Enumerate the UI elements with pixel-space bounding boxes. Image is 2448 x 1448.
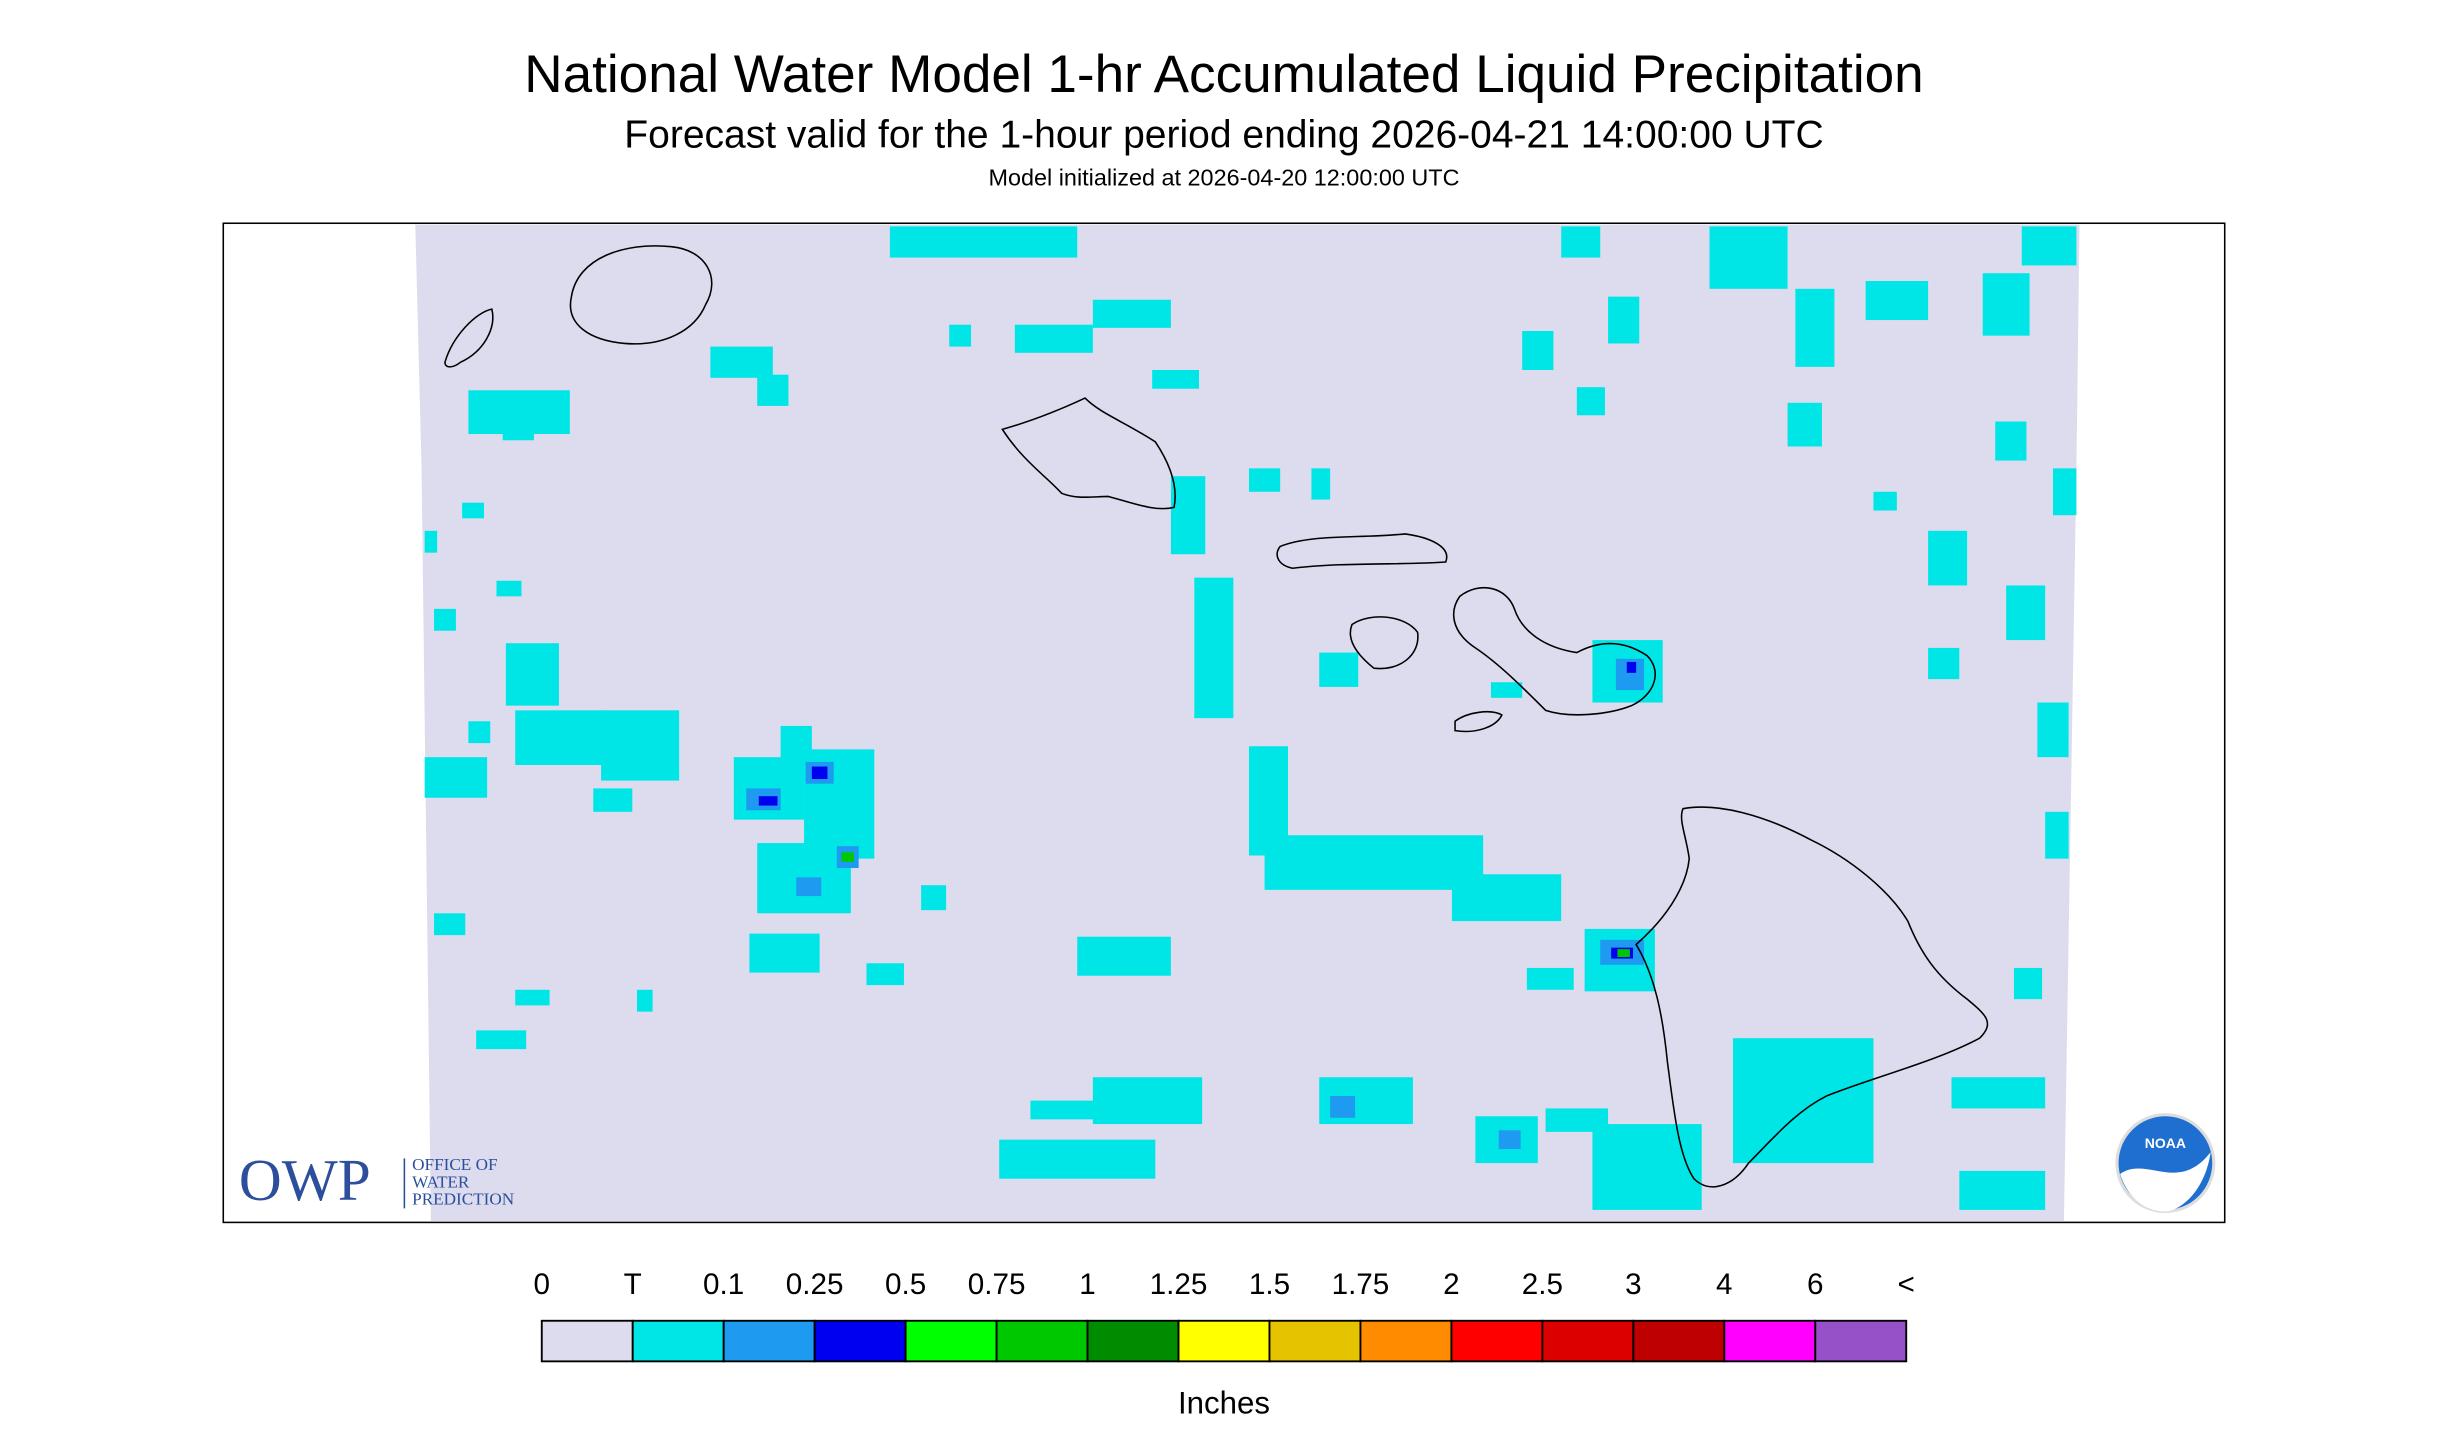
legend-label: 3 xyxy=(1625,1268,1642,1301)
legend-label: 4 xyxy=(1716,1268,1733,1301)
legend-label: 1.75 xyxy=(1332,1268,1390,1301)
legend-swatch xyxy=(1086,1319,1180,1363)
title: National Water Model 1-hr Accumulated Li… xyxy=(524,45,1923,104)
legend-label: 0.25 xyxy=(786,1268,844,1301)
legend-label: 6 xyxy=(1807,1268,1824,1301)
noaa-text: NOAA xyxy=(2145,1135,2186,1151)
map-domain xyxy=(415,224,2080,1221)
legend-label: 0.1 xyxy=(703,1268,744,1301)
precip-cell-max xyxy=(1617,949,1630,958)
legend-swatch xyxy=(1359,1319,1453,1363)
legend-label: 2 xyxy=(1443,1268,1460,1301)
legend-swatch xyxy=(1723,1319,1817,1363)
legend-label: 1 xyxy=(1079,1268,1096,1301)
init-note: Model initialized at 2026-04-20 12:00:00… xyxy=(988,165,1459,191)
legend-swatch xyxy=(1268,1319,1362,1363)
legend-swatch xyxy=(995,1319,1089,1363)
noaa-logo: NOAA xyxy=(2115,1113,2216,1214)
legend-swatch xyxy=(540,1319,634,1363)
legend-swatch xyxy=(1632,1319,1726,1363)
legend-label: T xyxy=(624,1268,642,1301)
legend-swatch xyxy=(813,1319,907,1363)
owp-line: PREDICTION xyxy=(412,1189,514,1208)
color-legend: 0 T 0.1 0.25 0.5 0.75 1 1.25 1.5 1.75 2 2.5 3 4 6 < xyxy=(534,1268,1915,1363)
legend-swatch xyxy=(1541,1319,1635,1363)
legend-swatch xyxy=(1814,1319,1908,1363)
island-outlines xyxy=(444,245,1989,1188)
legend-label: 1.25 xyxy=(1150,1268,1208,1301)
legend-swatch xyxy=(1177,1319,1271,1363)
legend-units: Inches xyxy=(1178,1385,1270,1420)
owp-line: WATER xyxy=(412,1172,470,1191)
legend-label: < xyxy=(1898,1268,1915,1301)
legend-label: 0.75 xyxy=(968,1268,1026,1301)
precip-cell-max xyxy=(841,852,854,862)
subtitle: Forecast valid for the 1-hour period end… xyxy=(624,114,1823,157)
legend-swatch xyxy=(904,1319,998,1363)
legend-label: 0.5 xyxy=(885,1268,926,1301)
owp-mark: OWP xyxy=(239,1147,371,1213)
owp-logo: OWP OFFICE OF WATER PREDICTION xyxy=(239,1147,514,1213)
legend-label: 1.5 xyxy=(1249,1268,1290,1301)
owp-line: OFFICE OF xyxy=(412,1155,497,1174)
legend-swatch xyxy=(1450,1319,1544,1363)
legend-swatch xyxy=(722,1319,816,1363)
legend-label: 0 xyxy=(534,1268,551,1301)
legend-label: 2.5 xyxy=(1522,1268,1563,1301)
legend-swatch xyxy=(631,1319,725,1363)
